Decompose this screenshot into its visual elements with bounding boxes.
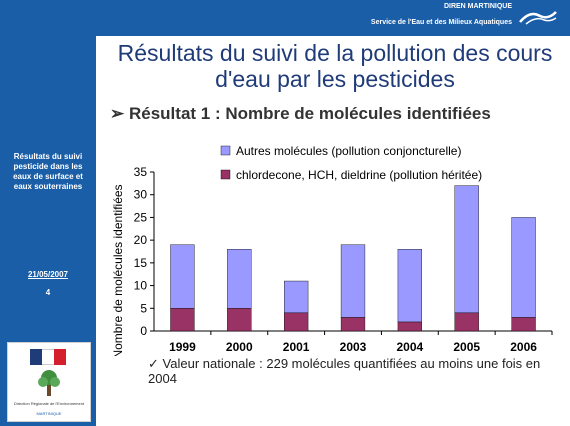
- y-tick-label: 35: [134, 165, 148, 179]
- x-tick-label: 2005: [453, 340, 480, 354]
- bar-heritage: [284, 312, 309, 332]
- bar-heritage: [454, 312, 479, 332]
- x-tick-label: 2000: [226, 340, 253, 354]
- y-tick-label: 5: [140, 301, 147, 315]
- molecules-bar-chart: 0 5 10 15 20 25 30 35 Nombre de molécules identi…: [111, 144, 553, 356]
- diren-logo: Direction Régionale de l'Environnement M…: [7, 342, 91, 422]
- wave-logo-icon: [519, 11, 557, 25]
- slide-subtitle: ➢ Résultat 1 : Nombre de molécules ident…: [110, 104, 491, 124]
- sidebar-date: 21/05/2007: [27, 270, 69, 279]
- bar-conjoncturelle: [454, 185, 479, 314]
- y-tick-label: 10: [134, 279, 148, 293]
- bar-conjoncturelle: [340, 244, 366, 318]
- x-tick-label: 2003: [340, 340, 367, 354]
- y-tick-label: 15: [134, 256, 148, 270]
- french-flag-icon: [30, 349, 66, 365]
- legend-swatch: [220, 145, 231, 156]
- sidebar-topic: Résultats du suivi pesticide dans les ea…: [13, 152, 83, 191]
- bar-conjoncturelle: [227, 249, 252, 309]
- bar-heritage: [340, 317, 366, 332]
- y-tick-label: 20: [134, 233, 148, 247]
- page-number: 4: [45, 288, 51, 297]
- arrow-bullet-icon: ➢: [110, 104, 125, 123]
- national-value-note: ✓ Valeur nationale : 229 molécules quant…: [148, 356, 548, 386]
- legend-label: chlordecone, HCH, dieldrine (pollution h…: [236, 168, 482, 182]
- header-bar: DIREN MARTINIQUE Service de l'Eau et des…: [0, 0, 570, 36]
- bar-conjoncturelle: [397, 249, 422, 323]
- y-tick-label: 0: [140, 324, 147, 338]
- logo-subcaption: MARTINIQUE: [36, 411, 62, 416]
- legend-swatch: [220, 169, 231, 180]
- y-tick-label: 30: [134, 188, 148, 202]
- x-tick-label: 1999: [169, 340, 196, 354]
- bar-heritage: [397, 321, 422, 332]
- bar-heritage: [227, 308, 252, 332]
- y-tick-label: 25: [134, 210, 148, 224]
- service-name: Service de l'Eau et des Milieux Aquatiqu…: [370, 19, 512, 26]
- x-tick-label: 2001: [283, 340, 310, 354]
- organization-name: DIREN MARTINIQUE: [443, 3, 512, 10]
- x-tick-label: 2004: [397, 340, 424, 354]
- note-text: Valeur nationale : 229 molécules quantif…: [148, 356, 541, 386]
- x-tick-label: 2006: [510, 340, 537, 354]
- check-bullet-icon: ✓: [148, 356, 159, 371]
- bar-conjoncturelle: [511, 217, 536, 318]
- logo-caption: Direction Régionale de l'Environnement: [13, 401, 85, 406]
- subtitle-text: Résultat 1 : Nombre de molécules identif…: [128, 104, 491, 123]
- legend-label: Autres molécules (pollution conjoncturel…: [236, 144, 461, 158]
- slide-title: Résultats du suivi de la pollution des c…: [117, 40, 553, 92]
- y-axis-label: Nombre de molécules identifiées: [111, 184, 125, 356]
- tree-icon: [38, 370, 60, 396]
- bar-heritage: [170, 308, 195, 332]
- bar-heritage: [511, 317, 536, 332]
- bar-conjoncturelle: [284, 280, 309, 314]
- bar-conjoncturelle: [170, 244, 195, 309]
